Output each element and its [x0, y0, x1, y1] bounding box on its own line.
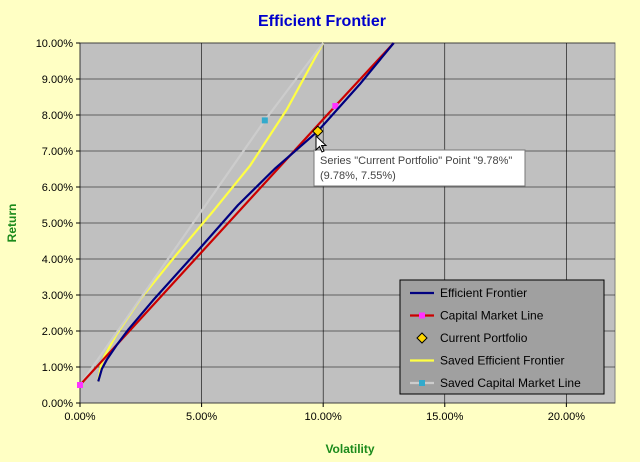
- tooltip: Series "Current Portfolio" Point "9.78%"…: [313, 149, 526, 187]
- series-layer: [77, 42, 395, 388]
- x-tick-label: 15.00%: [426, 411, 464, 423]
- y-tick-label: 0.00%: [42, 398, 73, 410]
- legend-label-current-portfolio: Current Portfolio: [440, 331, 528, 345]
- chart-title: Efficient Frontier: [258, 13, 386, 30]
- x-tick-label: 0.00%: [64, 411, 95, 423]
- y-tick-label: 4.00%: [42, 254, 73, 266]
- legend-box: [399, 279, 605, 395]
- legend-label-efficient-frontier: Efficient Frontier: [440, 286, 527, 300]
- y-tick-label: 10.00%: [36, 38, 74, 50]
- y-tick-label: 7.00%: [42, 146, 73, 158]
- y-tick-label: 6.00%: [42, 182, 73, 194]
- y-tick-label: 2.00%: [42, 326, 73, 338]
- current-portfolio-point: [312, 125, 324, 137]
- gridlines: [79, 42, 615, 404]
- legend-marker-capital-market-line: [419, 312, 425, 319]
- x-tick-label: 10.00%: [305, 411, 343, 423]
- saved-capital-market-line-point: [261, 117, 268, 124]
- legend-marker-saved-capital-market-line: [419, 380, 425, 386]
- x-tick-label: 20.00%: [548, 411, 586, 423]
- legend-items: Efficient Frontier Capital Market Line Cur…: [410, 286, 581, 390]
- tooltip-line-1: Series "Current Portfolio" Point "9.78%": [320, 155, 512, 167]
- y-tick-label: 1.00%: [42, 362, 73, 374]
- tooltip-line-2: (9.78%, 7.55%): [320, 170, 396, 182]
- legend-marker-current-portfolio: [416, 332, 428, 344]
- capital-market-line-point: [332, 103, 339, 109]
- y-axis-label: Return: [5, 204, 19, 243]
- x-tick-label: 5.00%: [186, 411, 217, 423]
- y-tick-label: 3.00%: [42, 290, 73, 302]
- legend: Efficient Frontier Capital Market Line Cur…: [399, 279, 605, 395]
- y-axis-ticks: 0.00% 1.00% 2.00% 3.00% 4.00% 5.00% 6.00% 7.00%…: [36, 38, 80, 410]
- legend-label-saved-capital-market-line: Saved Capital Market Line: [440, 376, 581, 390]
- capital-market-line-point: [77, 382, 83, 388]
- y-tick-label: 8.00%: [42, 110, 73, 122]
- x-axis-label: Volatility: [325, 442, 374, 456]
- legend-label-capital-market-line: Capital Market Line: [440, 309, 544, 323]
- legend-label-saved-efficient-frontier: Saved Efficient Frontier: [440, 354, 565, 368]
- tooltip-box: [313, 149, 526, 187]
- y-tick-label: 5.00%: [42, 218, 73, 230]
- mouse-pointer-icon: [315, 134, 328, 153]
- x-axis-ticks: 0.00% 5.00% 10.00% 15.00% 20.00%: [64, 403, 585, 423]
- y-tick-label: 9.00%: [42, 74, 73, 86]
